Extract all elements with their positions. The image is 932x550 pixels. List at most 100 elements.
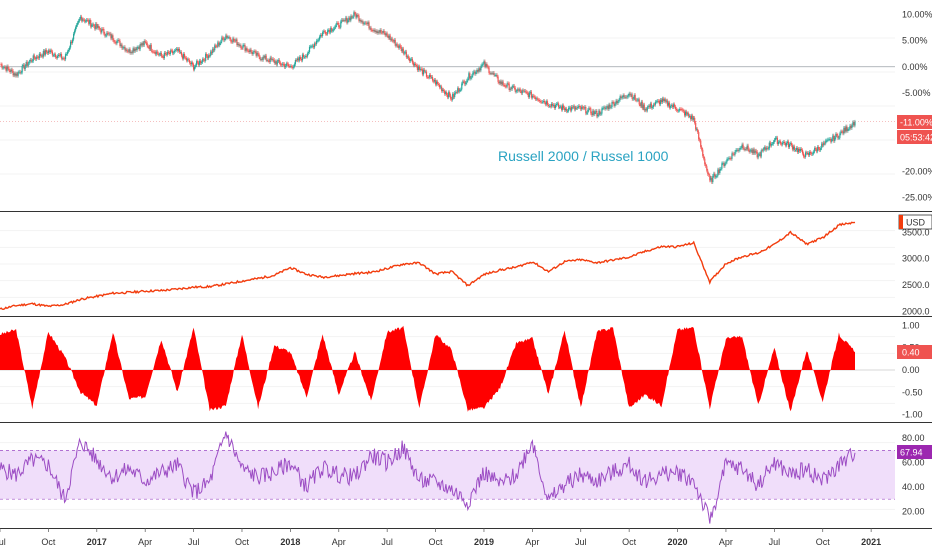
candle-body [249,49,251,53]
candle-body [132,48,134,53]
candle-body [472,72,474,76]
candle-body [207,56,209,59]
candle-body [572,106,574,108]
candle-body [850,125,852,129]
candle-body [808,153,810,156]
x-tick-label: Jul [0,537,6,547]
candle-body [738,149,740,151]
candle-body [323,31,325,33]
candle-body [717,169,719,176]
candle-body [138,47,140,50]
candle-body [97,25,99,28]
candle-body [478,68,480,72]
candle-body [98,25,100,29]
candle-body [126,49,128,52]
candle-body [3,67,5,68]
candle-body [180,51,183,56]
candle-body [7,66,9,69]
candle-body [817,146,819,152]
candle-body [105,35,107,37]
candle-body [304,56,307,57]
y-tick-label: -1.00 [902,410,923,420]
candle-body [557,103,560,108]
candle-body [458,88,460,92]
candle-body [325,31,327,34]
candle-body [733,154,735,155]
candle-body [102,28,104,30]
ratio-countdown-bg [897,130,932,144]
candle-body [50,50,53,52]
y-tick-label: 2000.0 [902,306,930,316]
spx-legend-swatch [899,215,903,229]
correlation-pane[interactable]: 1.000.500.00-0.50-1.00 0.40 [0,320,932,420]
candle-body [351,16,353,18]
candle-body [541,101,544,103]
candle-body [130,52,132,54]
candle-body [317,40,319,42]
candle-body [257,52,259,55]
candle-body [758,153,760,155]
candle-body [798,148,801,152]
candle-body [366,23,368,25]
ratio-grid [0,37,895,175]
candle-body [834,137,836,142]
candle-body [809,151,811,156]
candle-body [299,57,302,59]
candle-body [214,45,216,51]
candle-body [21,65,23,73]
candle-body [171,50,174,54]
candle-body [39,53,41,56]
candle-body [521,90,523,94]
candle-body [802,153,805,157]
candle-body [720,168,722,170]
rsi-pane[interactable]: 80.00 60.00 40.00 20.00 67.94 [0,431,932,524]
candle-body [545,101,548,105]
candle-body [582,106,584,108]
candle-body [794,150,797,151]
candle-body [853,122,855,126]
ratio-pane[interactable]: Russell 2000 / Russel 1000 10.00% 5.00% 0.… [0,9,932,203]
x-tick-label: 2018 [280,537,300,547]
candle-body [804,152,807,157]
candle-body [463,81,465,83]
candle-body [619,96,621,100]
candle-body [149,44,151,50]
candle-body [280,64,282,66]
candle-body [454,92,456,98]
candle-body [740,147,742,149]
candle-body [797,148,800,153]
candle-body [38,53,40,59]
candle-body [275,61,277,65]
candle-body [293,64,296,67]
candle-body [760,150,762,157]
candle-body [388,35,390,38]
candle-body [59,54,62,56]
candle-body [505,86,507,88]
candle-body [506,83,508,87]
candle-body [612,102,614,103]
candle-body [416,65,419,71]
candle-body [626,96,628,98]
candle-body [114,41,116,43]
candle-body [93,24,95,26]
candle-body [10,69,12,73]
candle-body [737,149,739,151]
candle-body [803,156,806,158]
candle-body [16,73,18,76]
candle-body [655,101,657,103]
candle-body [305,56,308,57]
candle-body [310,46,313,48]
candle-body [133,48,135,52]
candle-body [94,25,96,29]
candle-body [824,142,826,144]
candle-body [29,59,31,62]
candle-body [524,90,526,92]
candle-body [583,107,585,109]
time-axis[interactable]: Jul Oct 2017 Apr Jul Oct 2018 Apr Jul Oct 2019 Apr J… [0,528,881,547]
candle-body [473,71,475,73]
candle-body [47,50,49,54]
candle-body [825,140,827,144]
candle-body [67,49,70,52]
spx-pane[interactable]: 3500.0 3000.0 2500.0 2000.0 USD [0,214,932,316]
candle-body [237,43,239,46]
